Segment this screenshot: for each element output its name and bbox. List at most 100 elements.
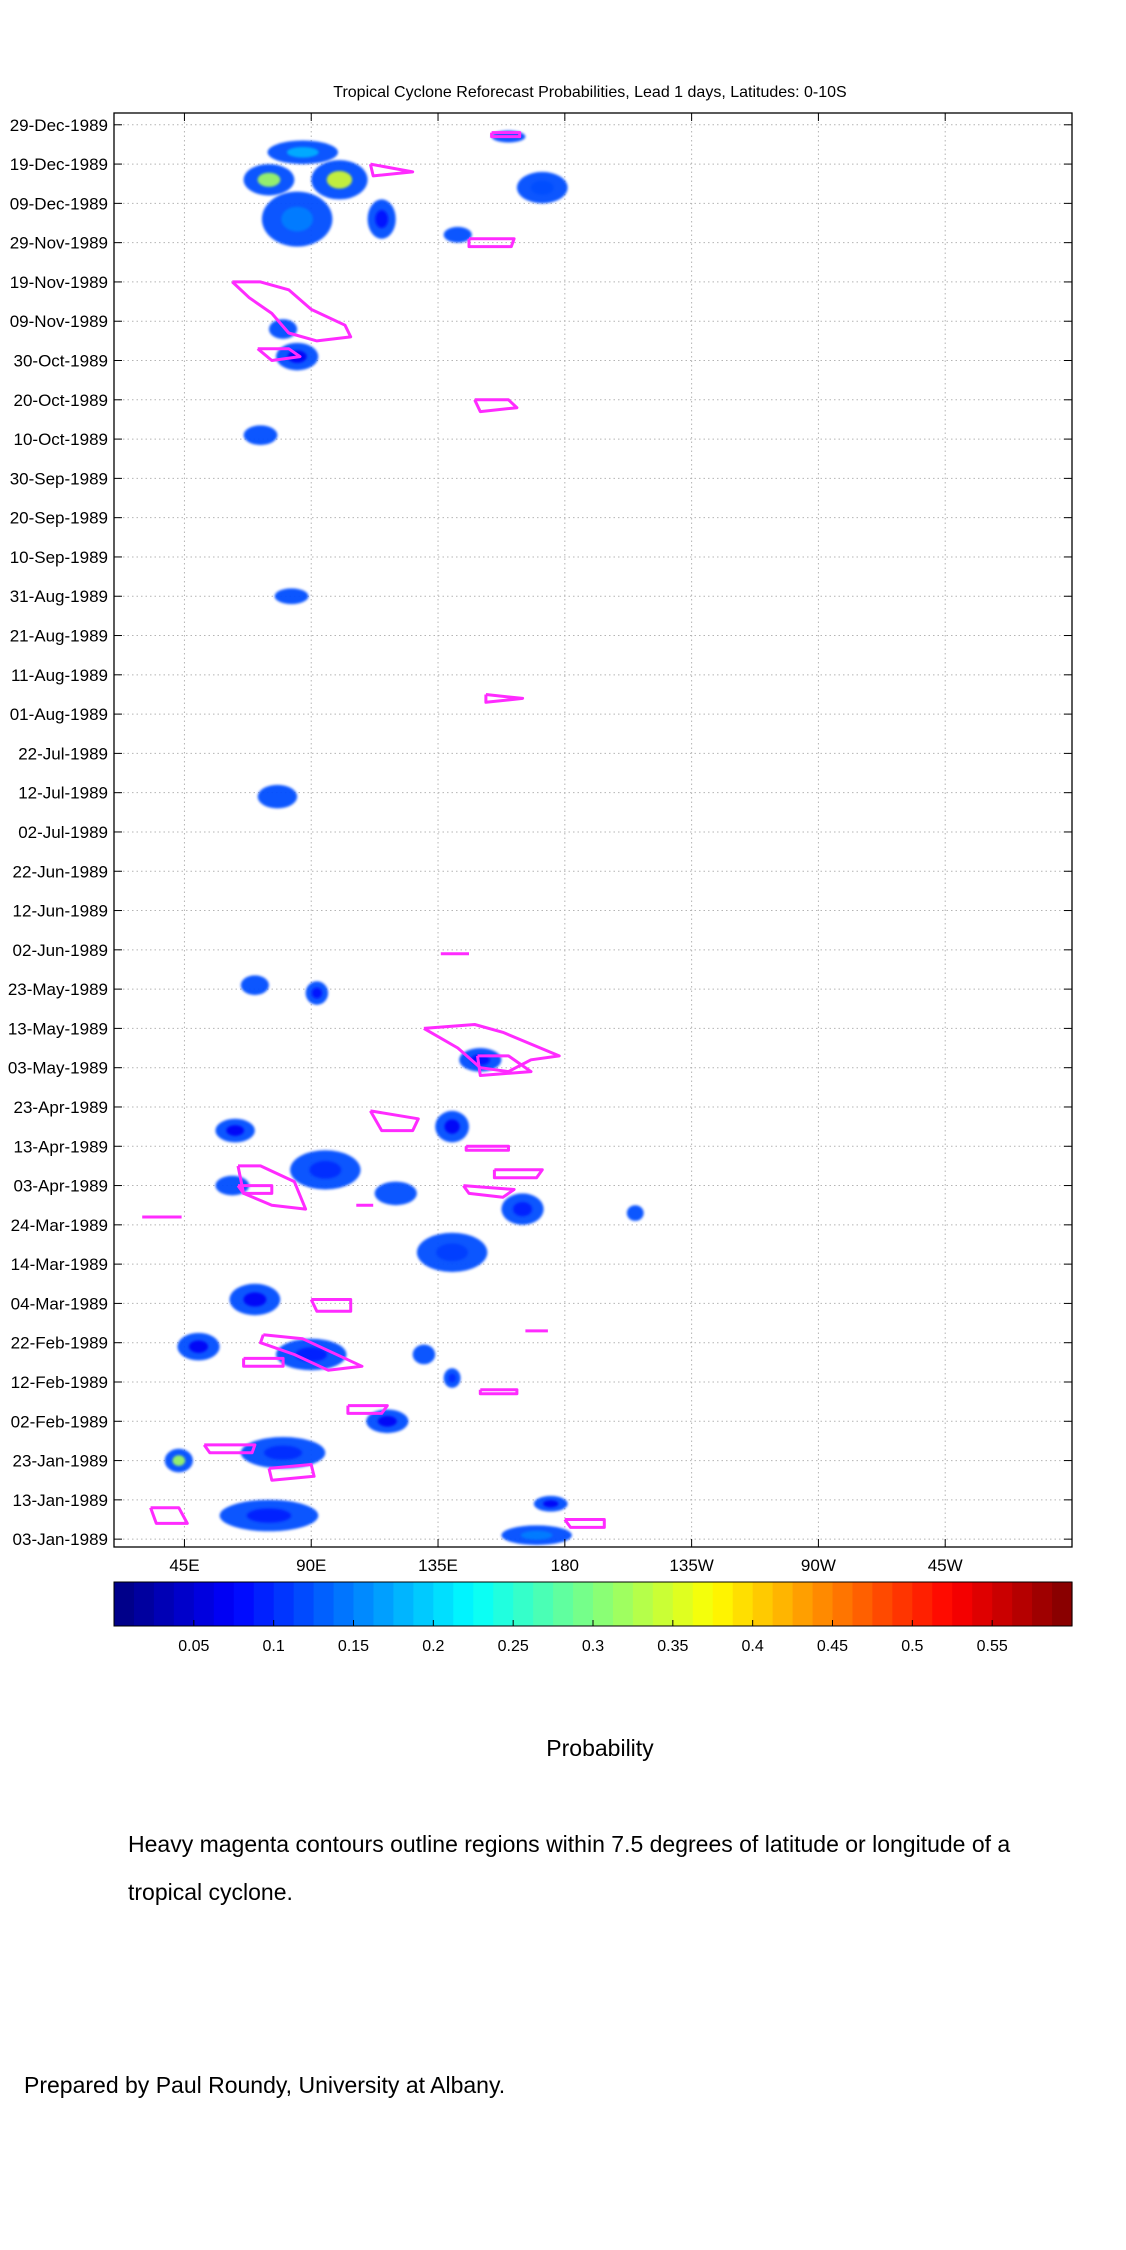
y-tick-label: 04-Mar-1989 (11, 1294, 108, 1313)
probability-peak (520, 1530, 553, 1540)
y-tick-label: 29-Dec-1989 (10, 116, 108, 135)
probability-region (626, 1205, 644, 1221)
probability-peak (172, 1455, 186, 1466)
y-tick-label: 19-Nov-1989 (10, 273, 108, 292)
tc-contour (309, 1298, 353, 1313)
tc-contour (369, 1109, 420, 1133)
probability-peak (444, 1119, 460, 1134)
y-tick-label: 13-Jan-1989 (13, 1491, 108, 1510)
colorbar-tick-label: 0.2 (422, 1638, 444, 1655)
probability-peak (189, 1340, 209, 1353)
colorbar-tick-label: 0.35 (657, 1638, 688, 1655)
colorbar-segment (952, 1582, 973, 1626)
colorbar-segment (912, 1582, 933, 1626)
y-tick-label: 23-May-1989 (8, 980, 108, 999)
probability-region (257, 784, 298, 809)
probability-region (374, 1181, 417, 1206)
colorbar-segment (273, 1582, 295, 1626)
tc-contours (142, 131, 606, 1529)
y-tick-label: 21-Aug-1989 (10, 627, 108, 646)
x-tick-label: 45W (928, 1556, 963, 1575)
tc-contour (149, 1506, 189, 1525)
y-axis: 29-Dec-1989 19-Dec-1989 09-Dec-1989 29-Nov-… (8, 116, 1072, 1549)
probability-region (243, 425, 278, 445)
y-tick-label: 09-Nov-1989 (10, 312, 108, 331)
colorbar-segment (612, 1582, 634, 1626)
colorbar-segment (1012, 1582, 1033, 1626)
colorbar-segment (732, 1582, 754, 1626)
tc-contour (464, 1144, 510, 1152)
y-tick-label: 30-Oct-1989 (14, 352, 109, 371)
probability-peak (246, 1508, 292, 1523)
tc-contour (259, 1333, 364, 1372)
tc-contour (563, 1518, 606, 1529)
colorbar-segment (832, 1582, 854, 1626)
tc-contour (368, 162, 415, 178)
probability-peak (448, 1373, 456, 1383)
colorbar-segment (692, 1582, 714, 1626)
colorbar-segment (433, 1582, 454, 1626)
colorbar-segment (772, 1582, 794, 1626)
credit-line: Prepared by Paul Roundy, University at A… (24, 2072, 506, 2098)
probability-region (443, 226, 472, 243)
tc-contour (492, 1168, 544, 1180)
colorbar-segment (573, 1582, 594, 1626)
colorbar-segment (812, 1582, 834, 1626)
plot-frame (113, 112, 1073, 1548)
colorbar-segment (1052, 1582, 1073, 1626)
y-tick-label: 19-Dec-1989 (10, 155, 108, 174)
probability-peak (311, 987, 322, 999)
probability-region (412, 1344, 436, 1365)
tc-contour (473, 398, 519, 414)
y-tick-label: 23-Apr-1989 (13, 1098, 108, 1117)
colorbar-segment (473, 1582, 494, 1626)
probability-peak (375, 210, 389, 228)
colorbar-segment (892, 1582, 913, 1626)
colorbar-segment (393, 1582, 414, 1626)
probability-field (164, 130, 644, 1546)
colorbar-segment (173, 1582, 195, 1626)
colorbar-segment (513, 1582, 534, 1626)
y-tick-label: 12-Jun-1989 (13, 902, 108, 921)
y-tick-label: 22-Feb-1989 (11, 1334, 108, 1353)
colorbar-segment (253, 1582, 275, 1626)
probability-peak (257, 172, 281, 187)
y-tick-label: 30-Sep-1989 (10, 469, 108, 488)
colorbar-segment (313, 1582, 335, 1626)
probability-peak (543, 1500, 559, 1508)
colorbar-tick-label: 0.25 (498, 1638, 529, 1655)
colorbar-segment (992, 1582, 1013, 1626)
y-tick-label: 31-Aug-1989 (10, 587, 108, 606)
colorbar-segment (293, 1582, 315, 1626)
colorbar-segment (413, 1582, 434, 1626)
y-tick-label: 13-May-1989 (8, 1019, 108, 1038)
colorbar: 0.05 0.1 0.15 0.2 0.25 0.3 0.35 0.4 0.45 0.5 0.55 (113, 1581, 1073, 1655)
tc-contour (242, 1356, 285, 1368)
colorbar-tick-label: 0.45 (817, 1638, 848, 1655)
colorbar-segment (453, 1582, 474, 1626)
colorbar-segment (932, 1582, 953, 1626)
y-tick-label: 01-Aug-1989 (10, 705, 108, 724)
colorbar-tick-label: 0.4 (742, 1638, 764, 1655)
y-tick-label: 13-Apr-1989 (13, 1137, 108, 1156)
probability-peak (281, 206, 313, 232)
y-tick-label: 02-Jun-1989 (13, 941, 108, 960)
y-tick-label: 09-Dec-1989 (10, 194, 108, 213)
chart-title: Tropical Cyclone Reforecast Probabilitie… (333, 84, 846, 101)
colorbar-segment (972, 1582, 993, 1626)
y-tick-label: 03-Apr-1989 (13, 1177, 108, 1196)
probability-region (274, 588, 309, 605)
y-tick-label: 22-Jun-1989 (13, 862, 108, 881)
colorbar-segment (652, 1582, 674, 1626)
contour-note: Heavy magenta contours outline regions w… (128, 1831, 1011, 1905)
colorbar-segment (553, 1582, 574, 1626)
x-axis: 45E 90E 135E 180 135W 90W 45W (169, 113, 963, 1575)
tc-contour (467, 237, 516, 249)
colorbar-tick-label: 0.15 (338, 1638, 369, 1655)
y-tick-label: 03-May-1989 (8, 1059, 108, 1078)
colorbar-segment (593, 1582, 614, 1626)
colorbar-segment (153, 1582, 175, 1626)
colorbar-tick-label: 0.1 (263, 1638, 285, 1655)
probability-peak (286, 146, 319, 158)
